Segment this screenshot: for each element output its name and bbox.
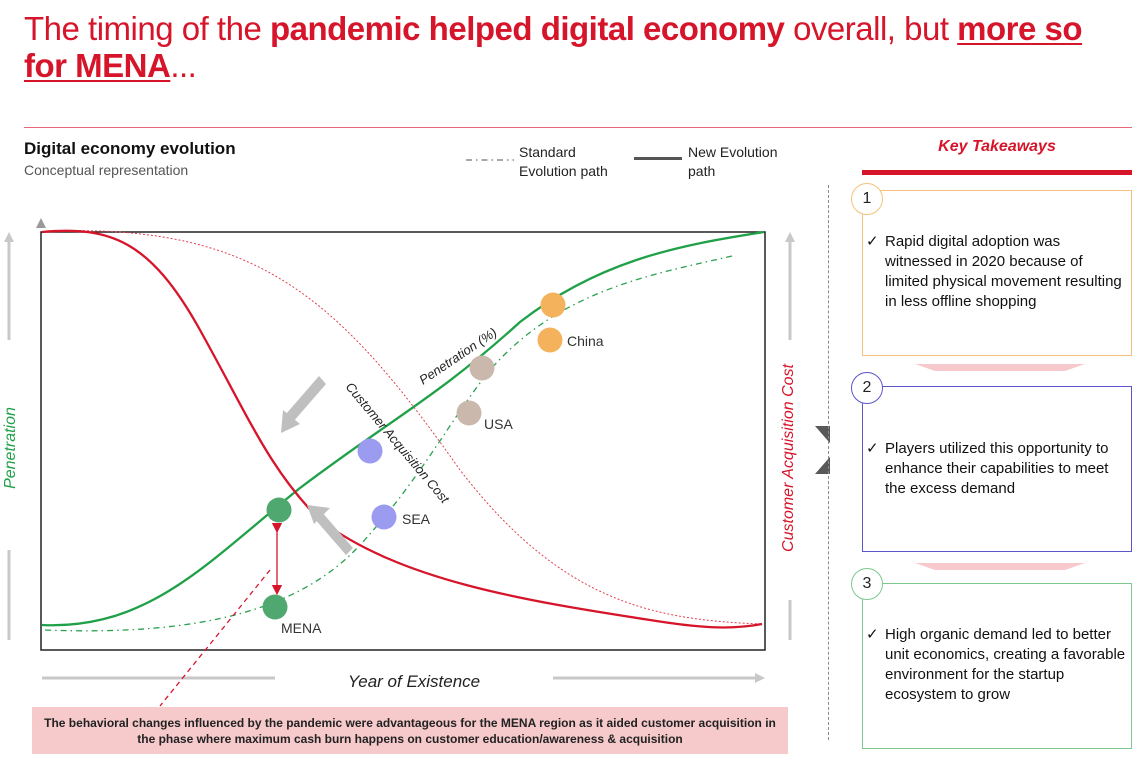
x-axis-label: Year of Existence <box>348 672 480 691</box>
section-subtitle: Conceptual representation <box>24 162 189 178</box>
legend-new: New Evolution path <box>688 144 778 179</box>
takeaway-box-3 <box>862 583 1132 749</box>
title-part-2: pandemic helped digital economy <box>269 10 785 47</box>
section-title: Digital economy evolution <box>24 139 236 158</box>
right-axis-arrow <box>785 232 795 640</box>
china-standard-point <box>537 327 563 353</box>
page-title: The timing of the pandemic helped digita… <box>24 10 1124 84</box>
title-part-5: ... <box>170 47 197 84</box>
china-new-point <box>540 292 566 318</box>
key-takeaways-title: Key Takeaways <box>938 138 1056 155</box>
title-part-1: The timing of the <box>24 10 270 47</box>
takeaway-number-1: 1 <box>851 183 883 215</box>
y-axis-left-label: Penetration <box>2 407 19 489</box>
mena-new-point <box>266 497 292 523</box>
evolution-diagram: China USA SEA MENA Penetration (%) Custo… <box>2 218 830 707</box>
cac-curve-label: Customer Acquisition Cost <box>343 379 454 507</box>
title-part-3: overall, but <box>784 10 958 47</box>
mena-standard-point <box>262 594 288 620</box>
china-label: China <box>567 333 604 349</box>
takeaway-text-3: High organic demand led to better unit e… <box>885 626 1126 703</box>
key-takeaways-bar <box>862 170 1132 175</box>
vertical-divider <box>828 185 829 740</box>
takeaway-box-1 <box>862 190 1132 356</box>
check-icon: ✓ <box>866 440 879 457</box>
left-axis-arrow <box>4 232 14 640</box>
takeaway-number-2: 2 <box>851 372 883 404</box>
usa-label: USA <box>484 416 513 432</box>
cac-standard-curve <box>54 230 763 625</box>
box-connector-2 <box>915 563 1085 570</box>
check-icon: ✓ <box>866 233 879 250</box>
sea-label: SEA <box>402 511 431 527</box>
mena-callout-line <box>159 569 271 707</box>
legend-solid-swatch <box>634 157 682 160</box>
shift-arrow-lower <box>307 505 353 555</box>
shift-arrow-upper <box>281 376 326 433</box>
box-connector-1 <box>915 364 1085 371</box>
plot-frame <box>40 231 766 651</box>
penetration-new-curve <box>41 230 765 627</box>
title-divider <box>24 127 1132 128</box>
cac-new-curve <box>41 229 763 629</box>
takeaway-number-3: 3 <box>851 568 883 600</box>
y-axis-right-label: Customer Acquisition Cost <box>780 363 797 551</box>
sea-new-point <box>357 438 383 464</box>
x-axis-arrow-right <box>553 673 765 683</box>
takeaway-text-2: Players utilized this opportunity to enh… <box>885 440 1109 497</box>
usa-standard-point <box>456 400 482 426</box>
sea-standard-point <box>371 504 397 530</box>
takeaway-box-2 <box>862 386 1132 552</box>
corner-tick <box>36 218 46 228</box>
caption-box: The behavioral changes influenced by the… <box>32 707 788 754</box>
legend-standard: Standard Evolution path <box>519 144 608 179</box>
usa-new-point <box>469 355 495 381</box>
check-icon: ✓ <box>866 626 879 643</box>
takeaway-text-1: Rapid digital adoption was witnessed in … <box>885 233 1122 310</box>
chevron-right-icon <box>815 426 830 474</box>
title-part-4: more so for MENA <box>24 10 1083 84</box>
mena-label: MENA <box>281 620 322 636</box>
